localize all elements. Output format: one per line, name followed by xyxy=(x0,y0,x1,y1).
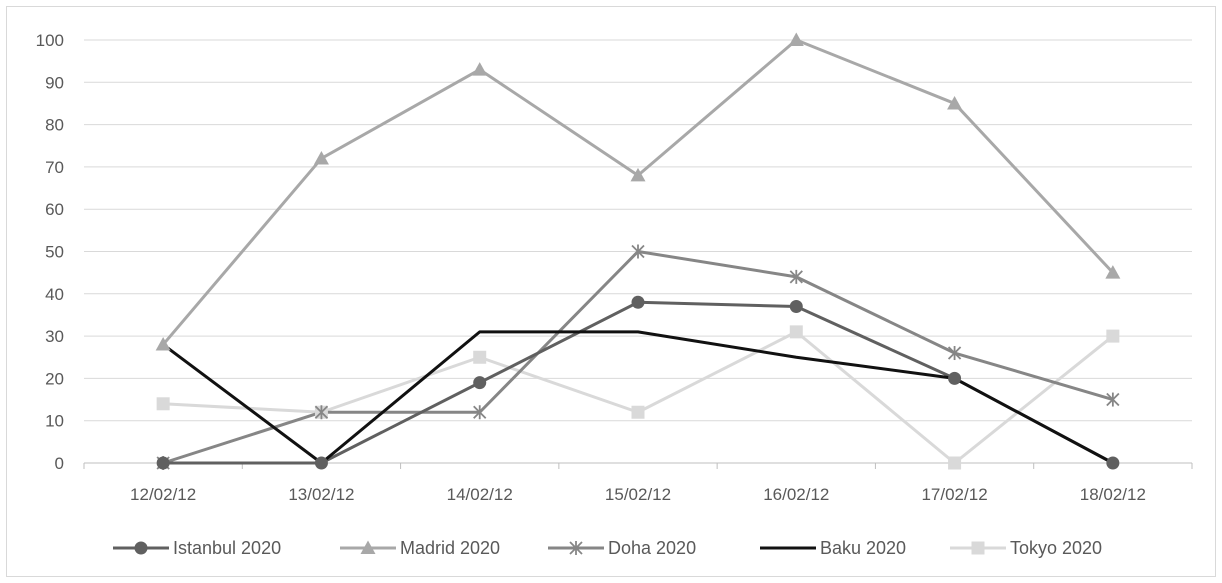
y-tick-label: 10 xyxy=(45,412,64,431)
y-tick-label: 80 xyxy=(45,116,64,135)
data-point-madrid-2020 xyxy=(947,95,963,110)
data-point-istanbul-2020 xyxy=(1106,456,1120,470)
data-point-tokyo-2020 xyxy=(156,397,170,411)
y-tick-label: 50 xyxy=(45,243,64,262)
data-point-doha-2020 xyxy=(314,405,329,420)
series-markers xyxy=(155,32,1121,470)
data-point-doha-2020 xyxy=(631,244,645,259)
data-point-tokyo-2020 xyxy=(789,325,803,339)
legend-label: Madrid 2020 xyxy=(400,538,500,558)
data-point-doha-2020 xyxy=(473,405,487,420)
y-tick-label: 0 xyxy=(55,454,64,473)
legend-marker xyxy=(569,541,583,555)
x-tick-label: 14/02/12 xyxy=(447,485,513,504)
legend-label: Tokyo 2020 xyxy=(1010,538,1102,558)
x-tick-label: 13/02/12 xyxy=(288,485,354,504)
x-tick-label: 12/02/12 xyxy=(130,485,196,504)
data-point-tokyo-2020 xyxy=(1106,329,1120,343)
data-point-istanbul-2020 xyxy=(156,456,170,470)
y-tick-label: 60 xyxy=(45,200,64,219)
legend-label: Baku 2020 xyxy=(820,538,906,558)
data-point-madrid-2020 xyxy=(313,150,329,165)
x-axis-tick-labels: 12/02/12 13/02/12 14/02/12 15/02/12 16/02/12… xyxy=(130,485,1146,504)
y-tick-label: 70 xyxy=(45,158,64,177)
x-tick-label: 15/02/12 xyxy=(605,485,671,504)
legend-label: Doha 2020 xyxy=(608,538,696,558)
legend-item-doha-2020: Doha 2020 xyxy=(548,538,696,558)
legend-marker xyxy=(971,541,985,555)
data-point-madrid-2020 xyxy=(155,337,171,351)
data-point-madrid-2020 xyxy=(472,62,488,76)
gridlines xyxy=(84,39,1192,422)
y-axis-tick-labels: 0 10 20 30 40 50 60 70 80 90 100 xyxy=(36,31,64,473)
legend-marker xyxy=(360,540,376,554)
legend: Istanbul 2020 Madrid 2020 Doha 2020 Baku 20… xyxy=(113,538,1102,558)
data-point-doha-2020 xyxy=(947,346,962,361)
data-point-doha-2020 xyxy=(789,269,803,284)
data-point-istanbul-2020 xyxy=(631,295,645,309)
data-point-doha-2020 xyxy=(1106,392,1120,407)
data-point-istanbul-2020 xyxy=(473,376,487,390)
y-tick-label: 20 xyxy=(45,369,64,388)
series-line-tokyo-2020 xyxy=(163,330,1114,465)
legend-marker xyxy=(134,541,148,555)
y-tick-label: 100 xyxy=(36,31,64,50)
data-point-tokyo-2020 xyxy=(948,456,962,470)
y-tick-label: 90 xyxy=(45,73,64,92)
series-line-istanbul-2020 xyxy=(163,300,1114,465)
data-point-madrid-2020 xyxy=(1105,265,1121,279)
data-point-tokyo-2020 xyxy=(631,405,645,419)
series-line-baku-2020 xyxy=(162,330,1114,465)
data-point-madrid-2020 xyxy=(788,32,804,46)
legend-item-istanbul-2020: Istanbul 2020 xyxy=(113,538,281,558)
legend-item-baku-2020: Baku 2020 xyxy=(760,538,906,558)
legend-item-tokyo-2020: Tokyo 2020 xyxy=(950,538,1102,558)
x-tick-label: 18/02/12 xyxy=(1080,485,1146,504)
data-point-madrid-2020 xyxy=(630,167,646,182)
legend-item-madrid-2020: Madrid 2020 xyxy=(340,538,500,558)
x-tick-label: 16/02/12 xyxy=(763,485,829,504)
data-point-tokyo-2020 xyxy=(473,350,487,364)
data-point-istanbul-2020 xyxy=(948,371,962,385)
legend-label: Istanbul 2020 xyxy=(173,538,281,558)
series-line-doha-2020 xyxy=(162,250,1114,465)
y-tick-label: 40 xyxy=(45,285,64,304)
data-point-istanbul-2020 xyxy=(789,299,803,313)
data-point-istanbul-2020 xyxy=(314,456,328,470)
x-tick-label: 17/02/12 xyxy=(921,485,987,504)
y-tick-label: 30 xyxy=(45,327,64,346)
